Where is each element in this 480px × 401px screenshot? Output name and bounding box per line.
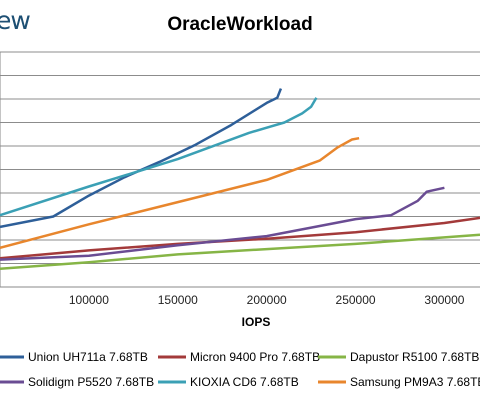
x-tick-label: 300000 xyxy=(424,293,464,307)
series-line xyxy=(0,136,360,250)
x-tick-label: 200000 xyxy=(247,293,287,307)
x-tick-labels: 100000 150000 200000 250000 300000 xyxy=(69,293,465,307)
series-line xyxy=(0,88,283,229)
series-lines xyxy=(0,88,480,270)
logo-fragment: ew xyxy=(0,6,31,35)
x-axis-label: IOPS xyxy=(242,315,271,329)
legend-label: Micron 9400 Pro 7.68TB xyxy=(190,350,320,364)
legend-label: Solidigm P5520 7.68TB xyxy=(28,375,154,389)
series-line xyxy=(0,216,480,260)
x-tick-label: 250000 xyxy=(336,293,376,307)
legend-label: Samsung PM9A3 7.68TB xyxy=(350,375,480,389)
x-tick-label: 150000 xyxy=(158,293,198,307)
chart-title: OracleWorkload xyxy=(167,14,313,35)
series-line xyxy=(0,233,480,270)
gridlines xyxy=(0,51,480,264)
series-line xyxy=(0,97,318,217)
series-line xyxy=(0,186,445,261)
legend-label: Dapustor R5100 7.68TB xyxy=(350,350,479,364)
legend-label: Union UH711a 7.68TB xyxy=(28,350,148,364)
legend-label: KIOXIA CD6 7.68TB xyxy=(190,375,299,389)
legend: Union UH711a 7.68TB Micron 9400 Pro 7.68T… xyxy=(0,350,480,389)
x-tick-label: 100000 xyxy=(69,293,109,307)
